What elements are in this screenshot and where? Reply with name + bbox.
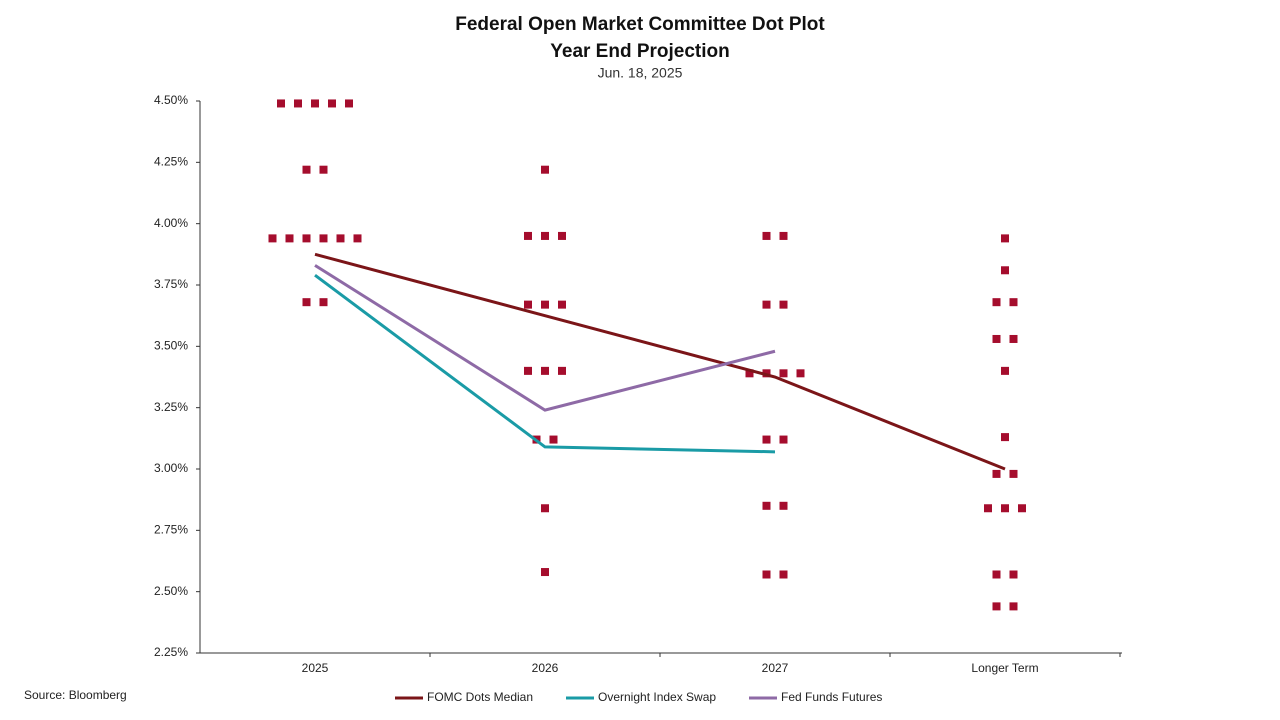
- chart-subtitle: Year End Projection: [550, 41, 730, 62]
- dot: [992, 602, 1001, 611]
- series-line: [314, 273, 776, 454]
- dot: [549, 435, 558, 444]
- dot: [779, 570, 788, 579]
- legend-label: Overnight Index Swap: [598, 690, 716, 704]
- dot: [558, 300, 566, 309]
- dot: [992, 570, 1001, 579]
- dot: [779, 300, 788, 309]
- dot: [745, 369, 754, 378]
- dot: [285, 234, 294, 243]
- dot: [524, 231, 532, 240]
- dot: [277, 99, 285, 108]
- x-tick-label: Longer Term: [971, 661, 1038, 675]
- dot: [1001, 234, 1009, 243]
- dot: [336, 234, 345, 243]
- y-tick-label: 2.75%: [154, 523, 188, 537]
- dot: [762, 501, 771, 510]
- dot: [796, 369, 805, 378]
- dot: [345, 99, 353, 108]
- y-tick-label: 2.25%: [154, 645, 188, 659]
- dot: [353, 234, 362, 243]
- y-tick-label: 4.50%: [154, 93, 188, 107]
- dot: [319, 165, 328, 174]
- y-tick-label: 4.00%: [154, 216, 188, 230]
- dot: [779, 369, 788, 378]
- dot: [1009, 298, 1018, 307]
- dot: [294, 99, 302, 108]
- dot: [992, 469, 1001, 478]
- dot: [558, 231, 566, 240]
- dot: [1001, 433, 1009, 442]
- dot: [779, 231, 788, 240]
- dot: [541, 300, 549, 309]
- y-tick-label: 4.25%: [154, 155, 188, 169]
- chart-title: Federal Open Market Committee Dot Plot: [455, 14, 825, 35]
- dot: [762, 570, 771, 579]
- series-line: [314, 252, 1006, 471]
- dot: [984, 504, 992, 513]
- dot: [524, 366, 532, 375]
- source-note: Source: Bloomberg: [24, 688, 127, 702]
- dot: [1009, 602, 1018, 611]
- dot: [762, 231, 771, 240]
- dot: [328, 99, 336, 108]
- x-tick-label: 2027: [762, 661, 789, 675]
- dot: [541, 504, 549, 513]
- dot: [302, 165, 311, 174]
- x-tick-label: 2025: [302, 661, 329, 675]
- dot: [762, 435, 771, 444]
- dot: [1009, 334, 1018, 343]
- dot: [311, 99, 319, 108]
- dot: [1001, 504, 1009, 513]
- dot: [762, 300, 771, 309]
- dot: [541, 165, 549, 174]
- dot: [992, 298, 1001, 307]
- dot: [541, 366, 549, 375]
- dot: [319, 234, 328, 243]
- dot: [779, 435, 788, 444]
- y-tick-label: 3.25%: [154, 400, 188, 414]
- dot: [992, 334, 1001, 343]
- dot: [1001, 366, 1009, 375]
- dot: [541, 568, 549, 577]
- y-tick-label: 2.50%: [154, 584, 188, 598]
- dot: [541, 231, 549, 240]
- dot: [268, 234, 277, 243]
- y-tick-label: 3.00%: [154, 461, 188, 475]
- dot: [1018, 504, 1026, 513]
- dot: [302, 298, 311, 307]
- dot: [779, 501, 788, 510]
- y-tick-label: 3.50%: [154, 339, 188, 353]
- dot: [524, 300, 532, 309]
- dot: [302, 234, 311, 243]
- legend-label: Fed Funds Futures: [781, 690, 882, 704]
- chart-date: Jun. 18, 2025: [598, 65, 683, 81]
- dot: [1009, 570, 1018, 579]
- dot: [558, 366, 566, 375]
- y-tick-label: 3.75%: [154, 277, 188, 291]
- x-tick-label: 2026: [532, 661, 559, 675]
- series-line: [314, 264, 776, 412]
- legend-label: FOMC Dots Median: [427, 690, 533, 704]
- dot: [1009, 469, 1018, 478]
- dot: [319, 298, 328, 307]
- dot: [1001, 266, 1009, 275]
